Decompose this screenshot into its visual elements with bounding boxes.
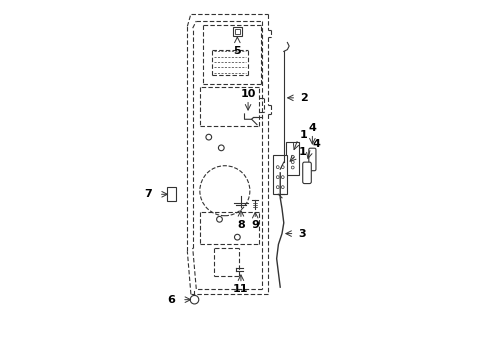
Bar [233,27,241,36]
Text: 11: 11 [233,284,248,294]
Bar [285,143,299,175]
FancyBboxPatch shape [308,148,315,171]
Text: 3: 3 [298,229,305,239]
Text: 1: 1 [298,148,306,157]
Text: 9: 9 [251,220,259,230]
Bar [234,29,240,34]
FancyBboxPatch shape [302,162,311,184]
Text: 1: 1 [299,130,307,140]
Text: 5: 5 [233,46,241,56]
Bar [166,187,175,202]
Bar [272,155,287,194]
Text: 2: 2 [299,93,307,103]
Text: 10: 10 [240,89,255,99]
Text: 8: 8 [237,220,244,230]
Text: 6: 6 [166,295,175,305]
Text: 7: 7 [143,189,151,199]
Text: 4: 4 [312,139,320,149]
Text: 4: 4 [308,123,316,133]
